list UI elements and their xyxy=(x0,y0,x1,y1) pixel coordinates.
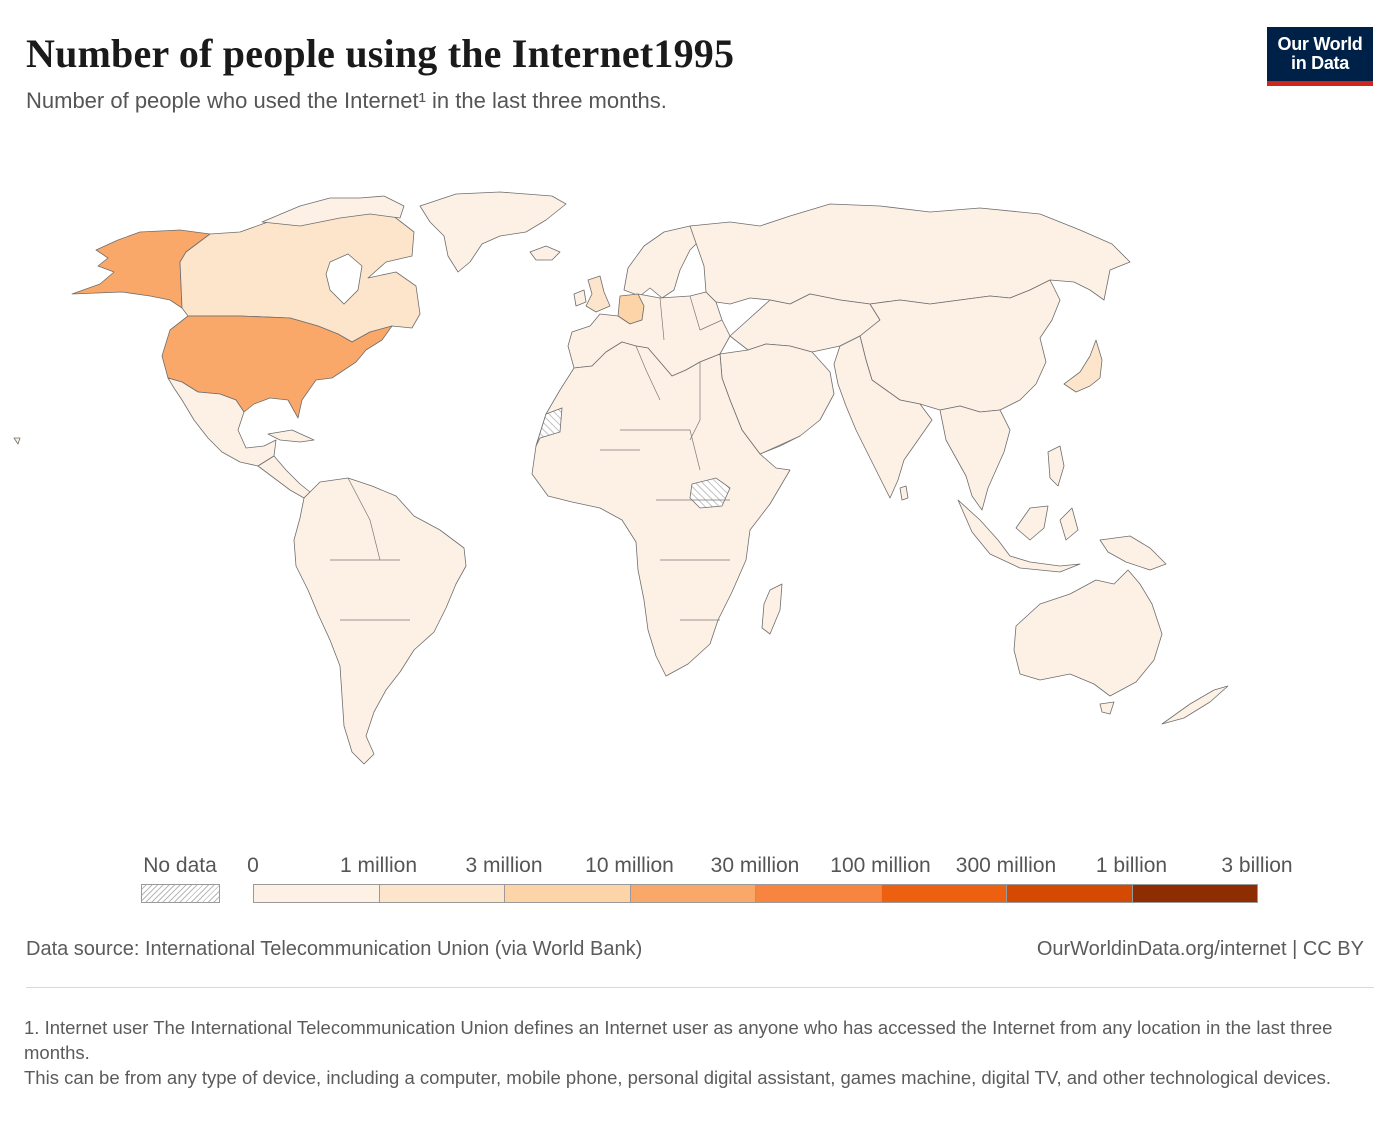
region-philippines[interactable] xyxy=(1047,445,1065,487)
logo-line-2: in Data xyxy=(1291,53,1349,73)
region-western-sahara[interactable] xyxy=(535,407,563,447)
region-ireland[interactable] xyxy=(573,289,587,307)
region-africa[interactable] xyxy=(531,341,791,677)
region-indonesia[interactable] xyxy=(957,499,1081,573)
legend-tick-label: 1 million xyxy=(339,854,418,877)
region-cuba[interactable] xyxy=(267,429,315,443)
legend-tick-label: 10 million xyxy=(585,854,674,877)
legend-tick-label: 300 million xyxy=(955,854,1057,877)
region-tasmania[interactable] xyxy=(1099,701,1115,715)
region-hawaii[interactable] xyxy=(13,437,21,445)
legend-tick-label: 3 million xyxy=(465,854,543,877)
footer-divider xyxy=(26,987,1374,988)
logo-line-1: Our World xyxy=(1277,34,1363,54)
region-iceland[interactable] xyxy=(529,245,561,261)
region-southeast-asia[interactable] xyxy=(939,405,1011,511)
region-new-zealand[interactable] xyxy=(1161,685,1229,725)
region-sri-lanka[interactable] xyxy=(899,485,909,501)
legend-bin-swatch[interactable] xyxy=(880,884,1007,903)
legend-bin-swatch[interactable] xyxy=(504,884,631,903)
country-borders xyxy=(188,295,1011,621)
region-arctic-islands[interactable] xyxy=(261,195,405,227)
legend-bin-swatch[interactable] xyxy=(629,884,756,903)
footnote-2: This can be from any type of device, inc… xyxy=(24,1067,1332,1088)
legend-bin-swatch[interactable] xyxy=(378,884,505,903)
data-source: Data source: International Telecommunica… xyxy=(26,938,643,960)
region-greenland[interactable] xyxy=(419,191,567,273)
chart-title: Number of people using the Internet1995 xyxy=(26,31,735,76)
legend-tick-label: 30 million xyxy=(710,854,800,877)
source-url-link[interactable]: OurWorldinData.org/internet | CC BY xyxy=(1036,938,1364,960)
legend-no-data-swatch[interactable] xyxy=(141,884,220,903)
footnote-1: 1. Internet user The International Telec… xyxy=(24,1017,1333,1063)
legend-bin-swatch[interactable] xyxy=(253,884,380,903)
region-united-kingdom[interactable] xyxy=(585,275,611,313)
region-russia[interactable] xyxy=(689,203,1131,305)
legend-no-data-label: No data xyxy=(143,854,217,877)
region-south-sudan[interactable] xyxy=(689,477,731,509)
region-mexico[interactable] xyxy=(167,377,277,467)
region-scandinavia[interactable] xyxy=(623,225,705,299)
legend-tick-label: 1 billion xyxy=(1095,854,1168,877)
legend-tick-label: 100 million xyxy=(830,854,931,877)
region-south-america[interactable] xyxy=(293,477,467,765)
legend-tick-label: 3 billion xyxy=(1221,854,1293,877)
region-alaska[interactable] xyxy=(71,229,211,309)
owid-logo[interactable]: Our World in Data xyxy=(1267,27,1373,86)
region-central-america[interactable] xyxy=(257,455,311,499)
region-japan[interactable] xyxy=(1063,339,1103,393)
legend-bin-swatch[interactable] xyxy=(1006,884,1133,903)
legend-bin-swatch[interactable] xyxy=(1131,884,1258,903)
region-hudson-bay xyxy=(325,253,363,305)
region-india[interactable] xyxy=(833,335,933,499)
region-new-guinea[interactable] xyxy=(1099,535,1167,571)
world-map xyxy=(13,191,1229,765)
region-australia[interactable] xyxy=(1013,569,1163,697)
footnotes: 1. Internet user The International Telec… xyxy=(24,1015,1390,1090)
legend-bin-swatch[interactable] xyxy=(755,884,882,903)
chart-subtitle: Number of people who used the Internet¹ … xyxy=(26,88,667,113)
region-madagascar[interactable] xyxy=(761,583,783,635)
legend-tick-label: 0 xyxy=(247,854,259,877)
